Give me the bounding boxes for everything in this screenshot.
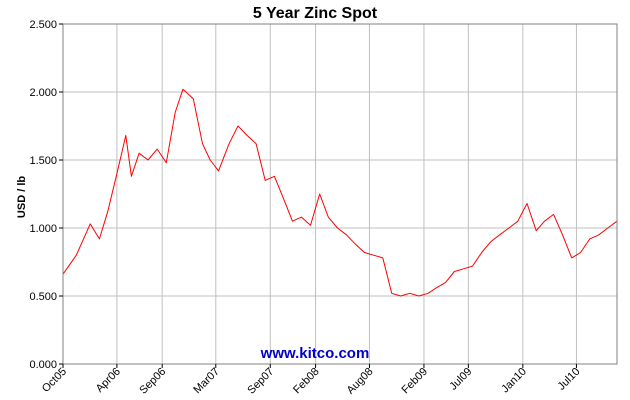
chart-title: 5 Year Zinc Spot (253, 5, 378, 22)
y-tick-label: 2.000 (29, 87, 57, 99)
y-tick-label: 1.500 (29, 155, 57, 167)
y-tick-label: 2.500 (29, 19, 57, 31)
series-layer (62, 88, 618, 297)
y-tick-label: 0.500 (29, 291, 57, 303)
y-axis-ticks: 0.000 0.500 1.000 1.500 2.000 2.500 (29, 19, 63, 371)
watermark-text: www.kitco.com (260, 345, 370, 362)
y-axis-label: USD / lb (16, 176, 28, 218)
y-tick-label: 1.000 (29, 223, 57, 235)
plot-area-frame (62, 23, 618, 365)
series-line-zinc (62, 88, 618, 297)
y-tick-label: 0.000 (29, 359, 57, 371)
